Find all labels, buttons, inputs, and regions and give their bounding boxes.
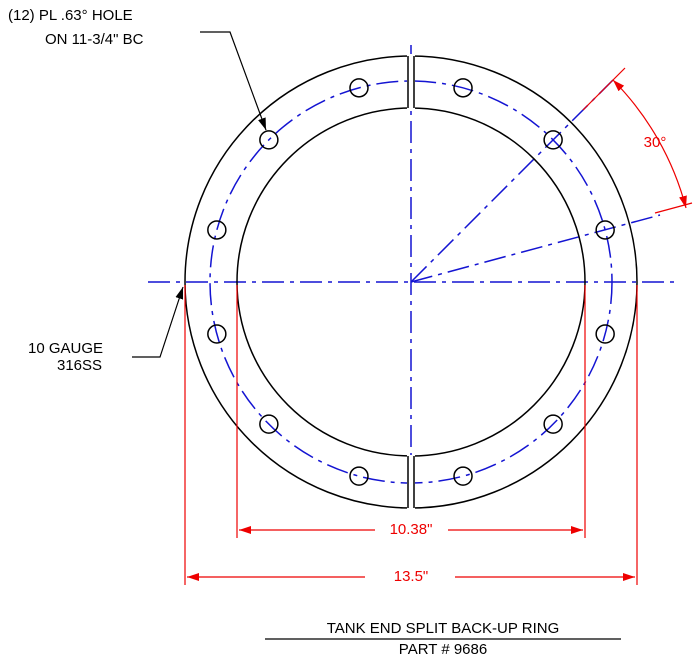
bolt-hole: [453, 78, 473, 98]
material-callout: 10 GAUGE: [28, 340, 103, 357]
callouts: (12) PL .63° HOLE ON 11-3/4" BC 10 GAUGE…: [8, 7, 267, 374]
title: TANK END SPLIT BACK-UP RING: [327, 620, 560, 637]
bolt-hole: [259, 414, 279, 434]
bolt-hole: [207, 324, 227, 344]
bolt-hole: [259, 130, 279, 150]
bolt-hole: [595, 324, 615, 344]
bolt-holes: [207, 78, 615, 486]
bolt-hole: [543, 414, 563, 434]
dimensions: 30° 10.38" 13.5": [184, 67, 693, 585]
title-block: TANK END SPLIT BACK-UP RING PART # 9686: [265, 620, 621, 658]
center-lines: [148, 45, 676, 505]
material-callout: 316SS: [57, 357, 102, 374]
hole-callout: (12) PL .63° HOLE: [8, 7, 133, 24]
bolt-hole: [595, 220, 615, 240]
bolt-hole: [349, 78, 369, 98]
bolt-hole: [207, 220, 227, 240]
hole-callout: ON 11-3/4" BC: [45, 31, 144, 48]
part-number: PART # 9686: [399, 641, 487, 658]
bolt-hole: [543, 130, 563, 150]
angle-dimension: 30°: [644, 134, 667, 151]
bolt-hole: [453, 466, 473, 486]
bolt-hole: [349, 466, 369, 486]
inner-diameter: 10.38": [390, 521, 433, 538]
ring: [184, 54, 638, 510]
outer-diameter: 13.5": [394, 568, 429, 585]
